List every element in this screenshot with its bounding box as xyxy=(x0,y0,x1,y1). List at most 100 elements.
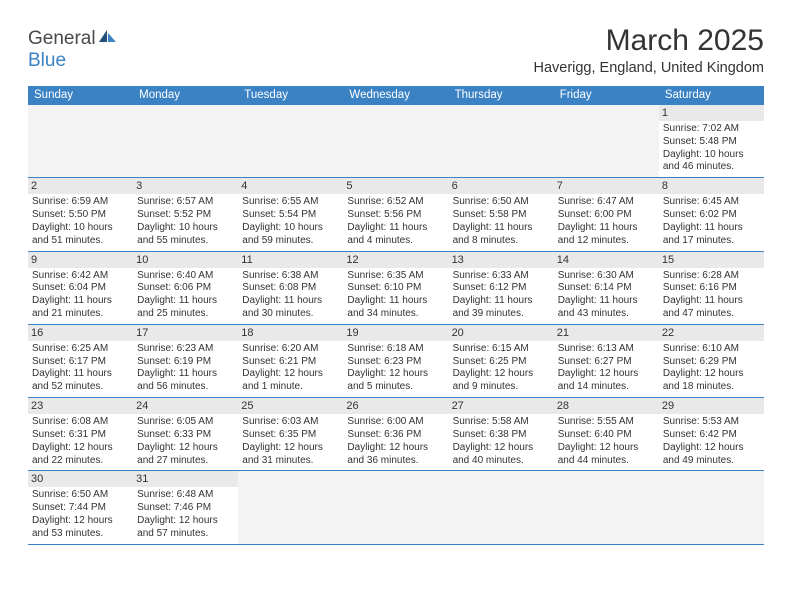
day-number: 8 xyxy=(659,178,764,194)
day-day2: and 43 minutes. xyxy=(558,308,655,321)
day-sunrise: Sunrise: 6:42 AM xyxy=(32,270,129,283)
day-day2: and 5 minutes. xyxy=(347,381,444,394)
week-row: 9Sunrise: 6:42 AMSunset: 6:04 PMDaylight… xyxy=(28,252,764,325)
day-cell: 12Sunrise: 6:35 AMSunset: 6:10 PMDayligh… xyxy=(343,252,448,324)
day-day1: Daylight: 11 hours xyxy=(453,222,550,235)
day-sunset: Sunset: 6:38 PM xyxy=(453,429,550,442)
day-day2: and 52 minutes. xyxy=(32,381,129,394)
day-cell: 20Sunrise: 6:15 AMSunset: 6:25 PMDayligh… xyxy=(449,325,554,397)
day-sunrise: Sunrise: 7:02 AM xyxy=(663,123,760,136)
day-cell: 30Sunrise: 6:50 AMSunset: 7:44 PMDayligh… xyxy=(28,471,133,543)
day-day2: and 59 minutes. xyxy=(242,235,339,248)
day-number: 9 xyxy=(28,252,133,268)
day-cell: 29Sunrise: 5:53 AMSunset: 6:42 PMDayligh… xyxy=(659,398,764,470)
calendar: SundayMondayTuesdayWednesdayThursdayFrid… xyxy=(28,86,764,545)
day-day1: Daylight: 12 hours xyxy=(32,442,129,455)
day-sunset: Sunset: 6:08 PM xyxy=(242,282,339,295)
day-cell: 13Sunrise: 6:33 AMSunset: 6:12 PMDayligh… xyxy=(449,252,554,324)
day-cell: 25Sunrise: 6:03 AMSunset: 6:35 PMDayligh… xyxy=(238,398,343,470)
day-number: 10 xyxy=(133,252,238,268)
day-cell: 31Sunrise: 6:48 AMSunset: 7:46 PMDayligh… xyxy=(133,471,238,543)
logo-text: GeneralBlue xyxy=(28,28,118,72)
day-sunset: Sunset: 6:40 PM xyxy=(558,429,655,442)
day-cell xyxy=(554,471,659,543)
day-sunrise: Sunrise: 6:33 AM xyxy=(453,270,550,283)
day-sunset: Sunset: 6:06 PM xyxy=(137,282,234,295)
day-day1: Daylight: 11 hours xyxy=(137,295,234,308)
day-number: 14 xyxy=(554,252,659,268)
day-sunset: Sunset: 5:58 PM xyxy=(453,209,550,222)
day-sunset: Sunset: 6:29 PM xyxy=(663,356,760,369)
day-day2: and 34 minutes. xyxy=(347,308,444,321)
dow-cell: Sunday xyxy=(28,86,133,105)
day-sunset: Sunset: 6:16 PM xyxy=(663,282,760,295)
day-cell: 8Sunrise: 6:45 AMSunset: 6:02 PMDaylight… xyxy=(659,178,764,250)
day-sunset: Sunset: 6:02 PM xyxy=(663,209,760,222)
day-number: 19 xyxy=(343,325,448,341)
day-day2: and 40 minutes. xyxy=(453,455,550,468)
day-sunset: Sunset: 5:52 PM xyxy=(137,209,234,222)
day-day2: and 56 minutes. xyxy=(137,381,234,394)
day-sunrise: Sunrise: 6:47 AM xyxy=(558,196,655,209)
day-sunrise: Sunrise: 6:15 AM xyxy=(453,343,550,356)
day-day1: Daylight: 11 hours xyxy=(558,295,655,308)
day-cell xyxy=(659,471,764,543)
day-sunrise: Sunrise: 6:50 AM xyxy=(453,196,550,209)
weeks-container: 1Sunrise: 7:02 AMSunset: 5:48 PMDaylight… xyxy=(28,105,764,545)
day-sunset: Sunset: 6:19 PM xyxy=(137,356,234,369)
day-sunrise: Sunrise: 6:10 AM xyxy=(663,343,760,356)
sail-icon xyxy=(98,28,118,50)
day-day1: Daylight: 11 hours xyxy=(242,295,339,308)
day-sunset: Sunset: 6:35 PM xyxy=(242,429,339,442)
day-number: 24 xyxy=(133,398,238,414)
day-sunrise: Sunrise: 6:52 AM xyxy=(347,196,444,209)
dow-cell: Monday xyxy=(133,86,238,105)
day-sunset: Sunset: 6:00 PM xyxy=(558,209,655,222)
day-sunset: Sunset: 6:12 PM xyxy=(453,282,550,295)
day-day1: Daylight: 11 hours xyxy=(347,222,444,235)
day-number: 4 xyxy=(238,178,343,194)
day-cell xyxy=(133,105,238,177)
day-sunset: Sunset: 6:17 PM xyxy=(32,356,129,369)
day-day2: and 9 minutes. xyxy=(453,381,550,394)
day-cell: 16Sunrise: 6:25 AMSunset: 6:17 PMDayligh… xyxy=(28,325,133,397)
day-sunset: Sunset: 6:36 PM xyxy=(347,429,444,442)
day-sunrise: Sunrise: 6:48 AM xyxy=(137,489,234,502)
day-number: 13 xyxy=(449,252,554,268)
week-row: 2Sunrise: 6:59 AMSunset: 5:50 PMDaylight… xyxy=(28,178,764,251)
day-sunset: Sunset: 6:23 PM xyxy=(347,356,444,369)
day-number: 16 xyxy=(28,325,133,341)
day-sunrise: Sunrise: 6:28 AM xyxy=(663,270,760,283)
day-number: 29 xyxy=(659,398,764,414)
day-day2: and 46 minutes. xyxy=(663,161,760,174)
dow-cell: Tuesday xyxy=(238,86,343,105)
day-cell: 24Sunrise: 6:05 AMSunset: 6:33 PMDayligh… xyxy=(133,398,238,470)
day-day2: and 53 minutes. xyxy=(32,528,129,541)
day-cell xyxy=(238,471,343,543)
day-day1: Daylight: 12 hours xyxy=(137,515,234,528)
day-sunrise: Sunrise: 6:38 AM xyxy=(242,270,339,283)
day-day1: Daylight: 12 hours xyxy=(453,368,550,381)
dow-cell: Thursday xyxy=(449,86,554,105)
day-sunset: Sunset: 6:27 PM xyxy=(558,356,655,369)
day-day1: Daylight: 12 hours xyxy=(558,442,655,455)
day-cell: 28 Sunrise: 5:55 AMSunset: 6:40 PMDayligh… xyxy=(554,398,659,470)
day-day2: and 21 minutes. xyxy=(32,308,129,321)
day-cell xyxy=(449,105,554,177)
day-number: 28 xyxy=(554,398,659,414)
day-sunrise: Sunrise: 5:55 AM xyxy=(558,416,655,429)
day-cell: 22Sunrise: 6:10 AMSunset: 6:29 PMDayligh… xyxy=(659,325,764,397)
day-cell: 17Sunrise: 6:23 AMSunset: 6:19 PMDayligh… xyxy=(133,325,238,397)
day-number: 6 xyxy=(449,178,554,194)
day-day2: and 4 minutes. xyxy=(347,235,444,248)
day-sunrise: Sunrise: 5:53 AM xyxy=(663,416,760,429)
title-block: March 2025 Haverigg, England, United Kin… xyxy=(533,24,764,76)
day-number: 22 xyxy=(659,325,764,341)
day-day1: Daylight: 11 hours xyxy=(663,295,760,308)
day-cell: 2Sunrise: 6:59 AMSunset: 5:50 PMDaylight… xyxy=(28,178,133,250)
day-day1: Daylight: 11 hours xyxy=(663,222,760,235)
day-day2: and 1 minute. xyxy=(242,381,339,394)
day-sunrise: Sunrise: 5:58 AM xyxy=(453,416,550,429)
day-day1: Daylight: 11 hours xyxy=(137,368,234,381)
day-number: 11 xyxy=(238,252,343,268)
